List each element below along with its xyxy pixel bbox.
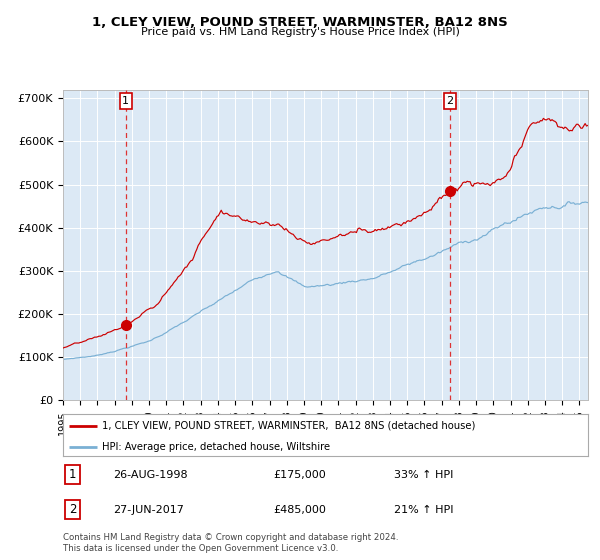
Text: Price paid vs. HM Land Registry's House Price Index (HPI): Price paid vs. HM Land Registry's House … [140, 27, 460, 37]
Text: 33% ↑ HPI: 33% ↑ HPI [394, 470, 453, 479]
Text: 2: 2 [69, 503, 76, 516]
Text: 1: 1 [69, 468, 76, 481]
Text: Contains HM Land Registry data © Crown copyright and database right 2024.
This d: Contains HM Land Registry data © Crown c… [63, 533, 398, 553]
Text: 1, CLEY VIEW, POUND STREET, WARMINSTER,  BA12 8NS (detached house): 1, CLEY VIEW, POUND STREET, WARMINSTER, … [103, 421, 476, 431]
Text: 27-JUN-2017: 27-JUN-2017 [113, 505, 184, 515]
Text: 21% ↑ HPI: 21% ↑ HPI [394, 505, 453, 515]
Text: 1, CLEY VIEW, POUND STREET, WARMINSTER, BA12 8NS: 1, CLEY VIEW, POUND STREET, WARMINSTER, … [92, 16, 508, 29]
Text: £485,000: £485,000 [273, 505, 326, 515]
Text: 26-AUG-1998: 26-AUG-1998 [113, 470, 187, 479]
Text: 2: 2 [446, 96, 454, 106]
Text: 1: 1 [122, 96, 130, 106]
Text: £175,000: £175,000 [273, 470, 326, 479]
Text: HPI: Average price, detached house, Wiltshire: HPI: Average price, detached house, Wilt… [103, 442, 331, 452]
